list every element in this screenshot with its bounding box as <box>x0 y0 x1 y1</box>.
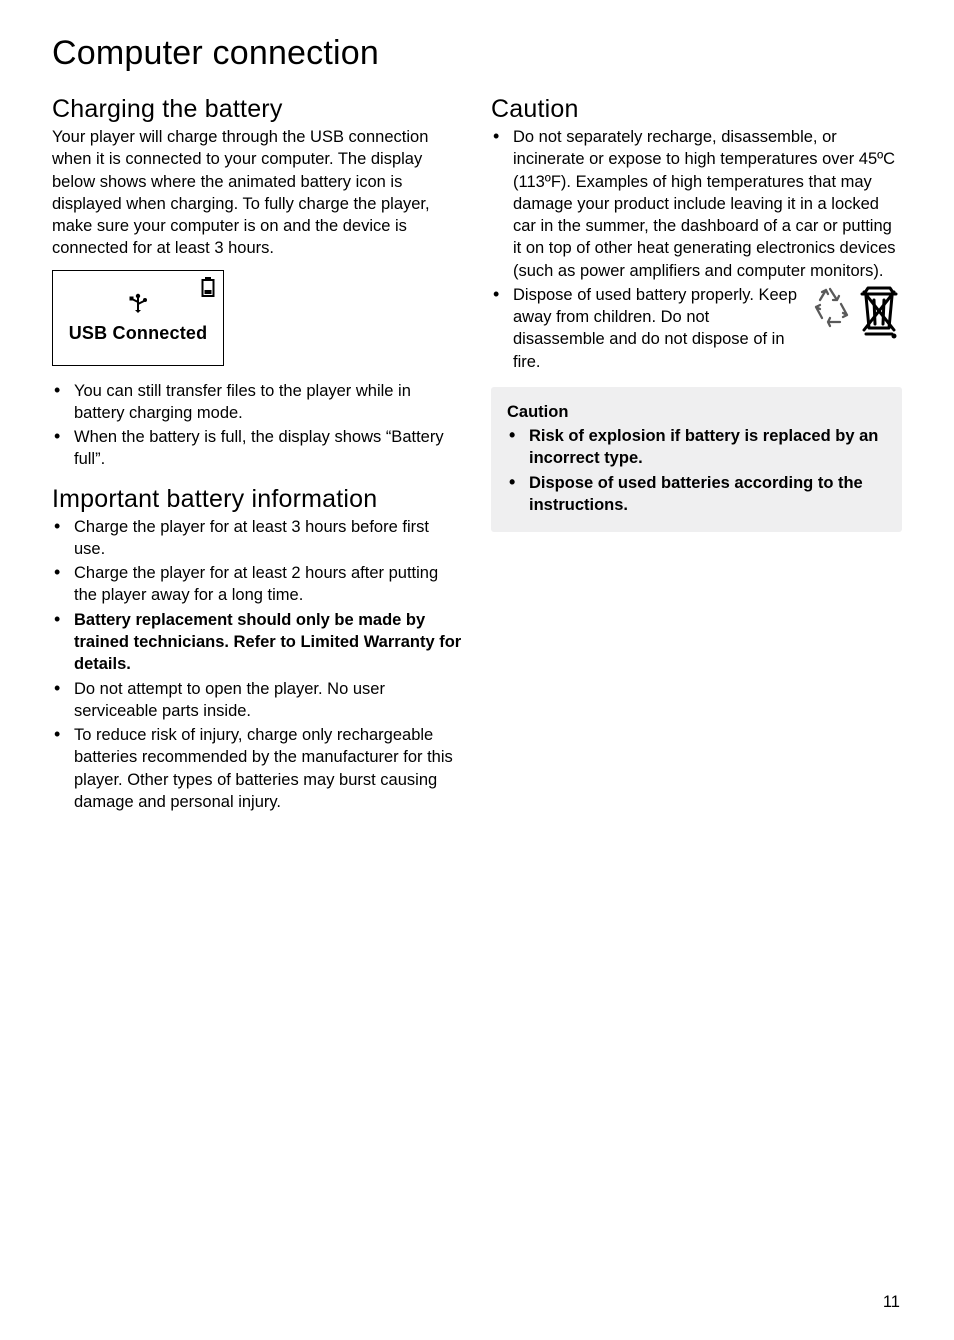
list-item: You can still transfer files to the play… <box>52 380 463 425</box>
two-column-layout: Charging the battery Your player will ch… <box>52 95 902 827</box>
usb-icon <box>127 292 149 319</box>
usb-connected-label: USB Connected <box>69 323 208 344</box>
caution-heading: Caution <box>491 95 902 124</box>
list-item-text: When the battery is full, the display sh… <box>74 428 444 468</box>
list-item: Battery replacement should only be made … <box>52 609 463 676</box>
caution-bullets: Do not separately recharge, disassemble,… <box>491 126 902 373</box>
list-item-text: Risk of explosion if battery is replaced… <box>529 427 878 467</box>
page-number: 11 <box>883 1293 900 1312</box>
charging-bullets: You can still transfer files to the play… <box>52 380 463 471</box>
list-item-text: Charge the player for at least 2 hours a… <box>74 564 438 604</box>
list-item: Dispose of used battery properly. Keep a… <box>491 284 902 373</box>
important-bullets: Charge the player for at least 3 hours b… <box>52 516 463 813</box>
charging-body: Your player will charge through the USB … <box>52 126 463 260</box>
left-column: Charging the battery Your player will ch… <box>52 95 463 827</box>
list-item: Do not separately recharge, disassemble,… <box>491 126 902 282</box>
charging-heading: Charging the battery <box>52 95 463 124</box>
list-item-text: You can still transfer files to the play… <box>74 382 411 422</box>
list-item-text: Do not separately recharge, disassemble,… <box>513 128 896 280</box>
list-item-text: Dispose of used batteries according to t… <box>529 474 863 514</box>
page-title: Computer connection <box>52 34 902 73</box>
list-item: Charge the player for at least 3 hours b… <box>52 516 463 561</box>
list-item: To reduce risk of injury, charge only re… <box>52 724 463 813</box>
recycle-icon <box>810 284 852 340</box>
list-item: Charge the player for at least 2 hours a… <box>52 562 463 607</box>
list-item-text: To reduce risk of injury, charge only re… <box>74 726 453 811</box>
list-item-text: Charge the player for at least 3 hours b… <box>74 518 429 558</box>
no-trash-icon <box>856 284 902 346</box>
right-column: Caution Do not separately recharge, disa… <box>491 95 902 827</box>
list-item-text: Battery replacement should only be made … <box>74 611 461 674</box>
caution-box: Caution Risk of explosion if battery is … <box>491 387 902 532</box>
caution-box-title: Caution <box>507 401 886 423</box>
important-heading: Important battery information <box>52 485 463 514</box>
list-item: When the battery is full, the display sh… <box>52 426 463 471</box>
list-item: Do not attempt to open the player. No us… <box>52 678 463 723</box>
list-item: Risk of explosion if battery is replaced… <box>507 425 886 470</box>
list-item-text: Do not attempt to open the player. No us… <box>74 680 385 720</box>
battery-icon <box>201 277 215 302</box>
list-item-text: Dispose of used battery properly. Keep a… <box>513 284 802 373</box>
list-item: Dispose of used batteries according to t… <box>507 472 886 517</box>
device-screen-illustration: USB Connected <box>52 270 224 366</box>
caution-box-bullets: Risk of explosion if battery is replaced… <box>507 425 886 516</box>
